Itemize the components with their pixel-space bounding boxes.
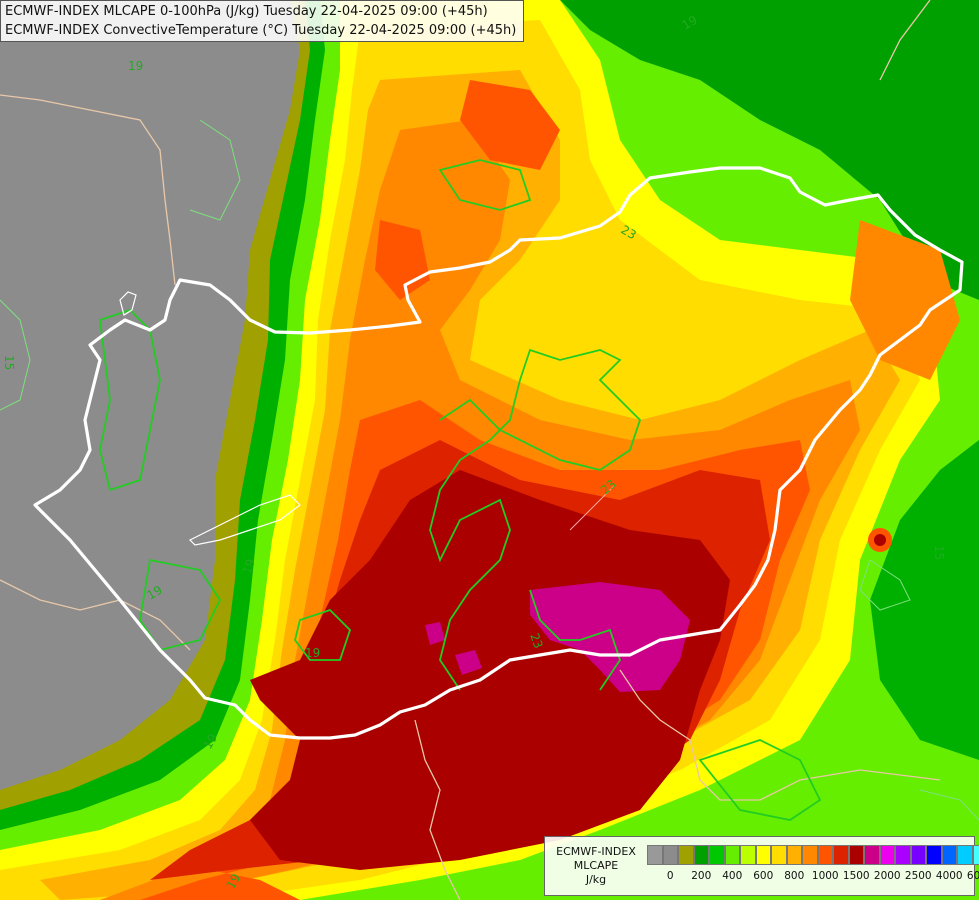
legend-swatch <box>786 845 802 865</box>
legend-tick-label: 600 <box>753 870 774 882</box>
map-title-convective-temperature: ECMWF-INDEX ConvectiveTemperature (°C) T… <box>5 23 517 38</box>
cape-region-green-east <box>870 440 979 760</box>
legend-tick-label: 1500 <box>842 870 870 882</box>
legend-tick-label: 400 <box>722 870 743 882</box>
cape-region-magenta <box>530 582 690 692</box>
legend-swatch <box>833 845 849 865</box>
legend-swatch <box>817 845 833 865</box>
lake-outline-west <box>188 494 301 546</box>
legend-tick-label: 4000 <box>935 870 963 882</box>
lake-outline-north <box>119 291 137 316</box>
faint-isoline-1 <box>0 299 31 411</box>
legend-swatch <box>693 845 709 865</box>
cape-region-green-northeast <box>560 0 979 300</box>
legend-swatch <box>848 845 864 865</box>
legend-swatch <box>864 845 880 865</box>
isoline-south-west <box>139 558 222 652</box>
contour-label: 19 <box>145 583 165 603</box>
legend-tick-label: 6000 <box>966 870 979 882</box>
contour-label: 19 <box>680 13 700 33</box>
contour-label: 19 <box>305 646 320 660</box>
legend-label: ECMWF-INDEX MLCAPE J/kg <box>547 845 645 887</box>
legend-swatch <box>910 845 926 865</box>
map-title-box: ECMWF-INDEX MLCAPE 0-100hPa (J/kg) Tuesd… <box>0 0 524 42</box>
cape-region-dark-red <box>250 470 730 870</box>
legend-swatch <box>802 845 818 865</box>
legend-swatches <box>647 845 979 865</box>
contour-label: 19 <box>128 59 143 73</box>
cape-region-orange-east <box>850 220 960 380</box>
legend-tick-label: 2500 <box>904 870 932 882</box>
legend-tick-label: 800 <box>784 870 805 882</box>
legend-swatch <box>709 845 725 865</box>
contour-label: 19 <box>200 731 220 751</box>
convective-temperature-isolines <box>99 159 822 821</box>
legend-source: ECMWF-INDEX <box>556 845 636 858</box>
legend-swatch <box>941 845 957 865</box>
legend-swatch <box>771 845 787 865</box>
contour-label: 19 <box>240 557 258 576</box>
legend-tick-label: 2000 <box>873 870 901 882</box>
map-title-cape: ECMWF-INDEX MLCAPE 0-100hPa (J/kg) Tuesd… <box>5 4 488 19</box>
cape-region-magenta-small-1 <box>425 622 445 645</box>
color-legend: ECMWF-INDEX MLCAPE J/kg 0 200 400 600 800 100… <box>544 836 979 896</box>
isoline-19-west <box>294 608 352 661</box>
legend-ticks: 0 200 400 600 800 100015002000250040006000 <box>647 870 979 886</box>
isoline-west-edge <box>99 308 161 492</box>
border-line-west <box>0 94 176 286</box>
legend-swatch <box>895 845 911 865</box>
legend-swatch <box>678 845 694 865</box>
legend-swatch <box>879 845 895 865</box>
isoline-19-north <box>438 159 532 211</box>
legend-unit: J/kg <box>585 873 607 886</box>
river-outline <box>569 484 616 531</box>
faint-isoline-4 <box>919 789 979 821</box>
cape-region-dark-orange-north <box>460 80 560 170</box>
contour-label: 23 <box>527 631 545 650</box>
contour-label: 19 <box>223 871 243 891</box>
border-line-southwest <box>0 579 191 651</box>
faint-isoline-3 <box>859 559 911 611</box>
border-line-south <box>414 719 461 900</box>
legend-tick-label: 0 <box>666 870 674 882</box>
faint-isolines <box>0 119 979 821</box>
contour-label: 15 <box>932 545 946 560</box>
contour-labels: 19 19 23 15 19 19 15 23 23 19 19 19 <box>2 13 946 892</box>
legend-tick-label: 1000 <box>811 870 839 882</box>
faint-isoline-2 <box>189 119 241 221</box>
cape-region-magenta-small-2 <box>455 650 482 675</box>
border-line-northeast <box>879 0 931 81</box>
legend-swatch <box>724 845 740 865</box>
border-line-southeast <box>619 669 941 801</box>
legend-swatch <box>740 845 756 865</box>
legend-variable: MLCAPE <box>573 859 619 872</box>
isoline-23-central <box>429 348 642 691</box>
contour-label: 23 <box>619 222 639 242</box>
legend-swatch <box>662 845 678 865</box>
legend-swatch <box>755 845 771 865</box>
isoline-23-south <box>529 589 621 691</box>
legend-swatch <box>972 845 979 865</box>
legend-swatch <box>957 845 973 865</box>
contour-label: 15 <box>2 355 16 370</box>
legend-tick-label: 200 <box>691 870 712 882</box>
isoline-southeast <box>698 739 822 821</box>
legend-swatch <box>647 845 663 865</box>
legend-swatch <box>926 845 942 865</box>
cape-region-dark-red-spot-east <box>874 534 886 546</box>
country-border <box>33 166 964 740</box>
thin-borders <box>0 0 941 900</box>
